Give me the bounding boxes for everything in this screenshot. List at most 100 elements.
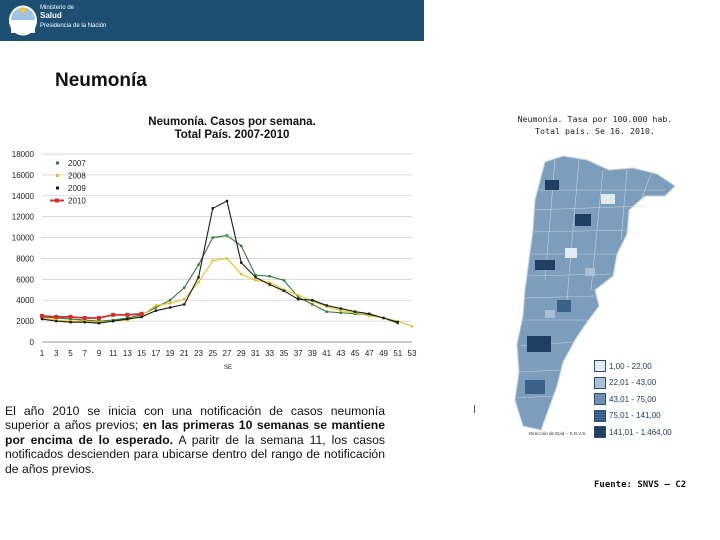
data-point-2008 [268, 281, 271, 284]
chart-title-line1: Neumonía. Casos por semana. [148, 116, 315, 128]
ministry-banner: Ministerio de Salud Presidencia de la Na… [0, 0, 424, 41]
data-point-2007 [268, 275, 271, 278]
x-axis-label: SE [224, 365, 232, 371]
y-tick-label: 18000 [12, 150, 35, 159]
x-tick-label: 29 [237, 349, 246, 358]
data-point-2008 [368, 314, 371, 318]
data-point-2009 [211, 207, 214, 210]
description-part1: El año 2010 se inicia con una notificaci… [5, 404, 385, 433]
y-tick-label: 16000 [12, 171, 35, 180]
map-legend-item: 75,01 - 141,00 [594, 408, 672, 424]
data-point-2009 [83, 320, 86, 324]
map-title-line2: Total país. Se 16. 2010. [535, 126, 655, 137]
description-part2: A paritr de la semana 11, los casos noti… [5, 432, 385, 476]
data-point-2010 [68, 314, 73, 319]
data-point-2007 [282, 279, 286, 282]
data-point-2009 [97, 322, 101, 325]
data-point-2008 [225, 257, 229, 260]
data-point-2009 [168, 306, 172, 309]
data-point-2008 [339, 309, 343, 312]
legend-swatch [594, 360, 606, 372]
legend-swatch [594, 426, 606, 438]
map-dark-regions [525, 180, 591, 394]
legend-label: 75,01 - 141,00 [609, 411, 661, 420]
data-point-2007 [339, 311, 343, 314]
x-tick-label: 53 [408, 349, 417, 358]
x-tick-label: 19 [166, 349, 175, 358]
series-line-2010 [41, 312, 142, 319]
legend-swatch [594, 393, 606, 405]
data-point-2007 [183, 286, 186, 289]
data-point-2008 [183, 297, 186, 301]
x-tick-label: 39 [308, 349, 317, 358]
x-tick-label: 37 [294, 349, 303, 358]
legend-label: 2009 [68, 184, 86, 193]
map-legend-item: 22,01 - 43,00 [594, 375, 672, 391]
series-line-2009 [41, 200, 398, 324]
data-point-2009 [396, 320, 399, 324]
data-point-2007 [168, 299, 172, 302]
legend-label: 1,00 - 22,00 [609, 361, 652, 371]
data-point-2008 [211, 259, 214, 262]
y-tick-label: 0 [30, 338, 35, 347]
x-tick-label: 21 [180, 349, 189, 358]
x-tick-label: 35 [279, 349, 288, 358]
data-point-2009 [111, 319, 115, 323]
data-point-2007 [254, 273, 257, 277]
description-text: El año 2010 se inicia con una notificaci… [5, 404, 385, 476]
data-point-2008 [154, 304, 158, 307]
data-point-2010 [96, 315, 101, 320]
ministry-line2: Salud [40, 11, 62, 21]
x-tick-label: 45 [351, 349, 360, 358]
data-point-2008 [197, 281, 200, 284]
data-point-2009 [225, 199, 229, 203]
map-legend-item: 1,00 - 22,00 [594, 358, 672, 374]
legend-marker [56, 161, 59, 165]
data-point-2009 [240, 261, 243, 264]
data-point-2009 [339, 307, 343, 310]
x-tick-label: 3 [54, 349, 59, 358]
data-point-2008 [410, 325, 414, 328]
x-tick-label: 9 [97, 349, 102, 358]
data-point-2007 [211, 236, 214, 239]
chart-title-line2: Total País. 2007-2010 [175, 129, 290, 141]
data-point-2009 [254, 276, 257, 279]
data-point-2010 [40, 313, 44, 318]
x-tick-label: 25 [208, 349, 217, 358]
argentina-rate-map [514, 155, 676, 431]
data-point-2007 [154, 306, 158, 309]
y-tick-label: 8000 [16, 254, 34, 263]
page-title: Neumonía [55, 70, 147, 91]
data-point-2007 [296, 295, 300, 299]
legend-marker [56, 174, 59, 177]
data-point-2007 [69, 317, 72, 321]
legend-label: 2008 [68, 172, 86, 181]
legend-marker [55, 198, 59, 203]
x-tick-label: 17 [151, 349, 160, 358]
data-point-2009 [311, 299, 314, 302]
data-point-2008 [296, 293, 300, 297]
data-point-2009 [154, 309, 158, 312]
data-point-2009 [296, 297, 300, 301]
data-point-2009 [282, 289, 286, 293]
x-tick-label: 23 [194, 349, 203, 358]
x-tick-label: 41 [322, 349, 331, 358]
map-light-regions [545, 194, 615, 318]
map-title-line1: Neumonía. Tasa por 100.000 hab. [517, 114, 673, 124]
legend-swatch [594, 409, 606, 422]
series-line-2007 [41, 234, 398, 324]
legend-marker [56, 186, 59, 190]
ministry-name: Ministerio de Salud Presidencia de la Na… [40, 5, 106, 29]
data-point-2007 [197, 263, 200, 266]
x-tick-label: 13 [123, 349, 132, 358]
data-point-2010 [111, 312, 116, 317]
x-tick-label: 1 [40, 349, 45, 358]
map-legend-item: 43,01 - 75,00 [594, 391, 672, 407]
data-point-2010 [125, 312, 130, 317]
description-bold: en las primeras 10 semanas se mantiene p… [5, 418, 385, 447]
map-legend: 1,00 - 22,00 22,01 - 43,00 43,01 - 75,00… [594, 358, 672, 441]
data-point-2007 [240, 244, 243, 248]
y-tick-label: 2000 [16, 317, 34, 326]
legend-label: 22,01 - 43,00 [609, 378, 657, 387]
y-tick-label: 12000 [12, 213, 35, 222]
